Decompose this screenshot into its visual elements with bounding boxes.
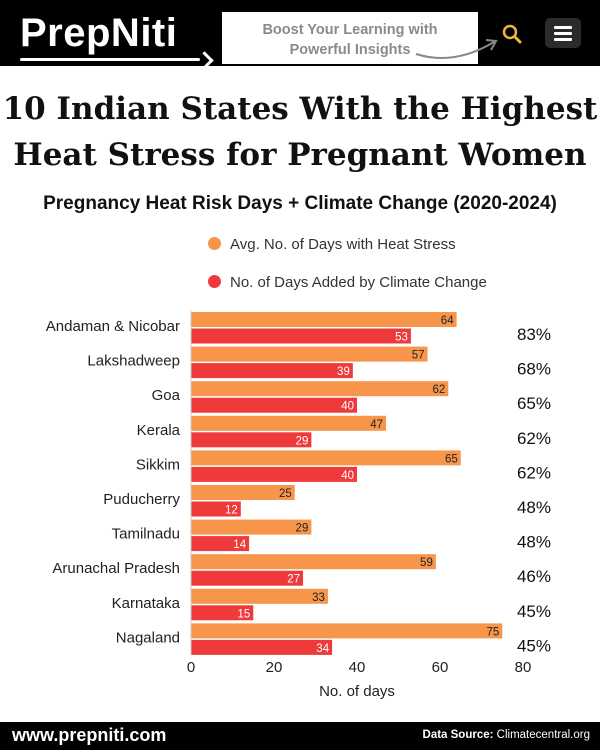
- category-label: Puducherry: [103, 491, 180, 508]
- tagline-line-2: Powerful Insights: [289, 42, 411, 58]
- bar: [191, 381, 449, 397]
- hamburger-icon-line-3: [554, 38, 572, 41]
- data-source-value: Climatecentral.org: [496, 729, 590, 741]
- bar-value-label: 62: [433, 384, 446, 396]
- percentage-label: 46%: [517, 567, 551, 586]
- data-source-label: Data Source: [422, 729, 490, 741]
- bar: [191, 570, 304, 586]
- x-axis-label: No. of days: [319, 683, 395, 700]
- x-tick-label: 0: [187, 659, 195, 676]
- legend-item-heat-stress: Avg. No. of Days with Heat Stress: [208, 236, 456, 253]
- category-label: Lakshadweep: [87, 353, 180, 370]
- site-footer: www.prepniti.com Data Source: Climatecen…: [0, 722, 600, 750]
- x-tick-label: 80: [515, 659, 532, 676]
- bar-value-label: 27: [287, 574, 300, 586]
- data-source: Data Source: Climatecentral.org: [422, 729, 590, 741]
- bar: [191, 639, 333, 655]
- bar: [191, 623, 503, 639]
- bar-value-label: 25: [279, 488, 292, 500]
- bar-value-label: 47: [370, 419, 383, 431]
- tagline: Boost Your Learning with Powerful Insigh…: [222, 20, 478, 60]
- bar-value-label: 65: [445, 453, 458, 465]
- search-button[interactable]: [496, 20, 528, 48]
- legend-dot-orange: [208, 237, 221, 250]
- bar: [191, 536, 250, 552]
- percentage-label: 45%: [517, 636, 551, 655]
- bar-value-label: 15: [237, 608, 250, 620]
- bar-value-label: 29: [296, 523, 309, 535]
- chart-subtitle: Pregnancy Heat Risk Days + Climate Chang…: [43, 193, 557, 214]
- category-label: Goa: [152, 387, 181, 404]
- search-icon: [502, 24, 522, 44]
- hamburger-icon: [554, 26, 572, 29]
- legend-label-climate-change: No. of Days Added by Climate Change: [230, 274, 487, 291]
- bar-value-label: 14: [233, 539, 246, 551]
- bar-value-label: 59: [420, 557, 433, 569]
- bar-value-label: 29: [296, 435, 309, 447]
- bar: [191, 588, 328, 604]
- x-tick-label: 40: [349, 659, 366, 676]
- prepniti-logo[interactable]: PrepNiti: [8, 8, 220, 70]
- bar-value-label: 75: [486, 626, 499, 638]
- bar: [191, 485, 295, 500]
- bar: [191, 415, 387, 431]
- logo-underline: [20, 58, 200, 61]
- bar: [191, 432, 312, 448]
- bar-value-label: 40: [341, 401, 354, 413]
- bar-value-label: 57: [412, 350, 425, 362]
- bar-value-label: 40: [341, 470, 354, 482]
- title-line-2: Heat Stress for Pregnant Women: [13, 137, 587, 173]
- percentage-label: 68%: [517, 360, 551, 379]
- percentage-label: 48%: [517, 533, 551, 552]
- legend-item-climate-change: No. of Days Added by Climate Change: [208, 274, 487, 291]
- category-label: Tamilnadu: [112, 526, 180, 543]
- bar-chart: Andaman & Nicobar 64 53 83% Lakshadweep 57 39 6…: [46, 310, 551, 700]
- category-label: Kerala: [137, 422, 181, 439]
- percentage-label: 62%: [517, 463, 551, 482]
- bar-value-label: 39: [337, 366, 350, 378]
- bar: [191, 363, 353, 379]
- bar-value-label: 34: [316, 643, 329, 655]
- bar: [191, 519, 312, 535]
- percentage-label: 65%: [517, 394, 551, 413]
- category-label: Andaman & Nicobar: [46, 318, 180, 335]
- curved-arrow-icon: [415, 39, 498, 59]
- x-tick-label: 60: [432, 659, 449, 676]
- category-label: Nagaland: [116, 629, 180, 646]
- website-link[interactable]: www.prepniti.com: [12, 725, 167, 745]
- percentage-label: 83%: [517, 325, 551, 344]
- bar: [191, 312, 457, 327]
- percentage-label: 62%: [517, 429, 551, 448]
- menu-button[interactable]: [545, 18, 581, 48]
- bar: [191, 554, 436, 570]
- logo-text: PrepNiti: [20, 11, 178, 55]
- tagline-line-1: Boost Your Learning with: [262, 22, 438, 38]
- title-line-1: 10 Indian States With the Highest: [2, 91, 598, 127]
- bar: [191, 397, 357, 413]
- x-tick-label: 20: [266, 659, 283, 676]
- site-header: PrepNiti Boost Your Learning with Powerf…: [0, 0, 600, 70]
- legend-dot-red: [208, 275, 221, 288]
- percentage-label: 45%: [517, 602, 551, 621]
- category-label: Karnataka: [112, 595, 181, 612]
- page-title: 10 Indian States With the Highest Heat S…: [0, 86, 600, 178]
- bar: [191, 466, 357, 482]
- bar-value-label: 33: [312, 592, 325, 604]
- bar: [191, 501, 241, 517]
- bar-value-label: 53: [395, 332, 408, 344]
- legend-label-heat-stress: Avg. No. of Days with Heat Stress: [230, 236, 456, 253]
- bar: [191, 328, 411, 344]
- percentage-label: 48%: [517, 498, 551, 517]
- bar-value-label: 64: [441, 315, 454, 327]
- bar: [191, 450, 461, 466]
- bar-value-label: 12: [225, 505, 238, 517]
- tagline-banner: Boost Your Learning with Powerful Insigh…: [222, 12, 478, 64]
- bar: [191, 605, 254, 621]
- hamburger-icon-line-2: [554, 32, 572, 35]
- category-label: Arunachal Pradesh: [52, 560, 180, 577]
- category-label: Sikkim: [136, 456, 180, 473]
- bar: [191, 346, 428, 362]
